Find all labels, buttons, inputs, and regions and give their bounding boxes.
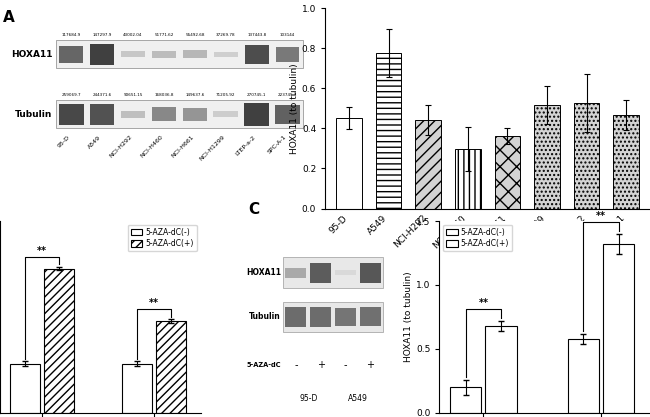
Text: HOXA11: HOXA11 <box>11 50 53 59</box>
Bar <box>285 307 306 327</box>
Text: 5-AZA-dC: 5-AZA-dC <box>246 362 281 368</box>
Bar <box>455 149 480 208</box>
Bar <box>285 268 306 278</box>
Text: +: + <box>366 360 374 370</box>
Bar <box>244 103 269 126</box>
Bar <box>283 257 383 288</box>
Text: 55492.68: 55492.68 <box>185 33 205 38</box>
Text: 90651.15: 90651.15 <box>124 93 143 98</box>
Bar <box>10 364 40 413</box>
Text: 37269.78: 37269.78 <box>216 33 236 38</box>
Text: 71205.92: 71205.92 <box>216 93 235 98</box>
Text: 137443.8: 137443.8 <box>247 33 266 38</box>
Text: Tubulin: Tubulin <box>249 312 281 322</box>
Text: NCI-H292: NCI-H292 <box>109 134 133 159</box>
Bar <box>44 269 73 413</box>
Text: 95-D: 95-D <box>57 134 71 148</box>
Text: Tubulin: Tubulin <box>15 110 53 119</box>
Text: A549: A549 <box>348 394 368 403</box>
Bar <box>534 105 560 208</box>
Text: **: ** <box>596 211 606 221</box>
Bar <box>495 136 520 208</box>
Y-axis label: HOXA11 (to tubulin): HOXA11 (to tubulin) <box>290 63 299 154</box>
Text: 168036.8: 168036.8 <box>154 93 174 98</box>
Bar <box>450 387 482 413</box>
Bar <box>152 51 176 58</box>
Text: 149637.6: 149637.6 <box>185 93 205 98</box>
Bar <box>121 111 146 118</box>
Text: 51771.62: 51771.62 <box>154 33 174 38</box>
Bar <box>336 118 362 208</box>
Bar <box>59 46 83 63</box>
Text: +: + <box>317 360 324 370</box>
Bar <box>276 105 300 124</box>
Text: 259069.7: 259069.7 <box>61 93 81 98</box>
Bar <box>310 307 331 327</box>
Bar <box>245 45 268 64</box>
Legend: 5-AZA-dC(-), 5-AZA-dC(+): 5-AZA-dC(-), 5-AZA-dC(+) <box>443 225 512 251</box>
Bar <box>122 51 145 58</box>
Text: 147297.9: 147297.9 <box>92 33 112 38</box>
Text: C: C <box>248 202 259 217</box>
Bar <box>56 40 303 68</box>
Bar <box>360 307 381 327</box>
Bar <box>183 50 207 58</box>
Bar <box>567 339 599 413</box>
Bar <box>214 52 237 57</box>
Y-axis label: HOXA11 (to tubulin): HOXA11 (to tubulin) <box>404 271 413 362</box>
Text: 117684.9: 117684.9 <box>62 33 81 38</box>
Text: 270745.1: 270745.1 <box>247 93 266 98</box>
Text: A: A <box>3 10 15 25</box>
Bar <box>56 100 303 128</box>
Bar <box>614 115 639 208</box>
Bar <box>603 244 634 413</box>
Bar <box>90 44 114 65</box>
Text: -: - <box>294 360 298 370</box>
Text: -: - <box>344 360 347 370</box>
Text: 43002.04: 43002.04 <box>124 33 143 38</box>
Bar <box>486 326 517 413</box>
Bar <box>283 301 383 332</box>
Bar <box>415 120 441 208</box>
Bar <box>213 111 238 117</box>
Text: 223745.3: 223745.3 <box>278 93 298 98</box>
Bar <box>156 321 186 413</box>
Legend: 5-AZA-dC(-), 5-AZA-dC(+): 5-AZA-dC(-), 5-AZA-dC(+) <box>128 225 197 251</box>
Text: HOXA11: HOXA11 <box>246 268 281 277</box>
Bar <box>360 263 381 283</box>
Text: NCI-H460: NCI-H460 <box>139 134 164 159</box>
Bar <box>376 53 402 208</box>
Text: A549: A549 <box>87 134 102 149</box>
Bar <box>183 108 207 121</box>
Text: NCI-H661: NCI-H661 <box>170 134 195 159</box>
Text: 244371.6: 244371.6 <box>92 93 112 98</box>
Text: **: ** <box>37 246 47 256</box>
Text: **: ** <box>149 298 159 308</box>
Bar <box>151 108 176 121</box>
Bar <box>310 263 331 283</box>
Bar <box>90 104 114 125</box>
Bar <box>574 103 599 208</box>
Bar <box>58 104 83 125</box>
Text: NCI-H1299: NCI-H1299 <box>198 134 226 162</box>
Text: 95-D: 95-D <box>299 394 317 403</box>
Text: LTEP-a-2: LTEP-a-2 <box>235 134 257 156</box>
Text: **: ** <box>478 298 488 308</box>
Bar <box>335 308 356 326</box>
Text: SPC-A-1: SPC-A-1 <box>267 134 288 155</box>
Bar <box>276 47 300 62</box>
Bar <box>122 364 152 413</box>
Text: 103144: 103144 <box>280 33 295 38</box>
Bar <box>335 271 356 275</box>
